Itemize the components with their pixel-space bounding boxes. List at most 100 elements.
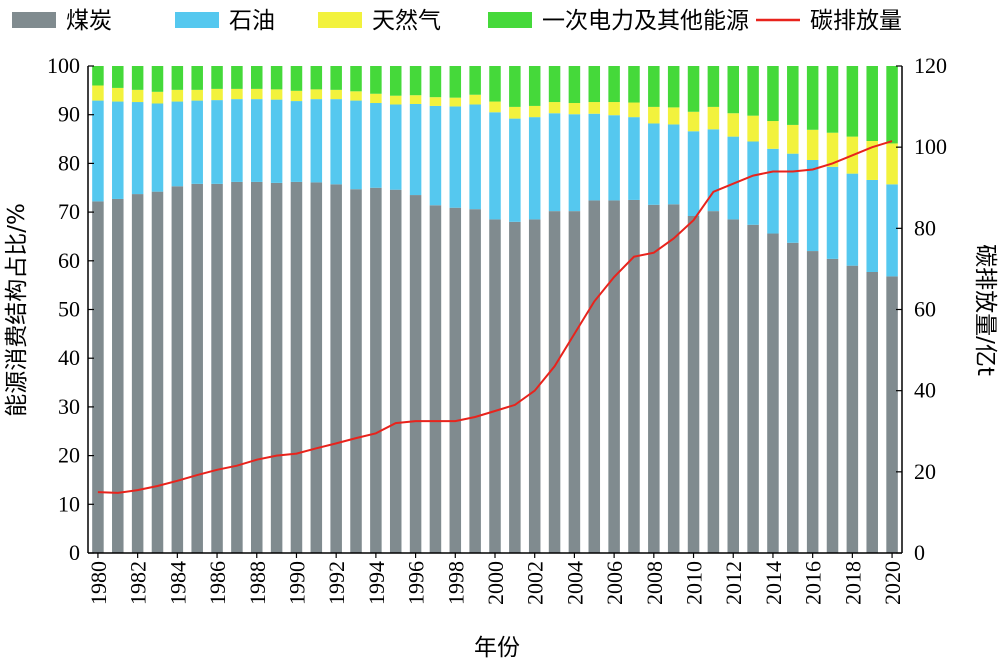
y-tick-label-left: 20 [58,443,80,468]
bar-0-2003 [548,211,561,553]
bar-2-2006 [608,102,620,116]
bar-1-1980 [92,100,104,202]
bar-0-1985 [191,183,203,553]
bar-0-1988 [250,181,263,553]
bar-1-2014 [767,148,779,234]
bar-1-2002 [528,117,541,220]
bar-2-1996 [409,95,422,104]
bar-0-1987 [231,181,243,553]
bar-2-1999 [469,94,481,105]
x-tick-label: 1994 [364,561,389,605]
x-tick-label: 2006 [602,561,627,605]
bar-1-1996 [409,103,422,196]
y-tick-label-left: 50 [58,297,80,322]
x-tick-label: 2008 [642,561,667,605]
bar-0-2016 [806,251,819,553]
bar-3-2012 [727,66,740,114]
bar-1-1992 [330,99,342,185]
legend-label-3: 一次电力及其他能源 [542,8,749,34]
bar-2-1997 [429,97,442,106]
bar-1-1989 [270,99,283,183]
bar-3-1984 [171,66,184,90]
bar-2-2004 [568,103,581,115]
bar-3-2005 [588,66,601,103]
bar-2-2001 [509,106,521,119]
bar-0-2019 [866,272,878,553]
legend-swatch-3 [488,12,532,28]
x-tick-label: 2020 [880,561,905,605]
bar-2-1992 [330,89,342,100]
bar-1-1985 [191,100,203,184]
bar-2-2007 [628,102,640,118]
y-tick-label-right: 20 [914,459,936,484]
bar-1-1998 [449,106,462,208]
x-tick-label: 1990 [284,561,309,605]
bar-1-2017 [826,166,839,259]
bar-2-1989 [270,89,283,100]
bar-0-2018 [846,265,859,553]
bar-2-1995 [389,95,402,105]
x-axis-title: 年份 [474,635,520,661]
y-tick-label-right: 100 [914,134,947,159]
bar-1-2001 [509,118,521,222]
y-tick-label-right: 40 [914,378,936,403]
bar-0-2001 [509,221,521,553]
bar-0-2005 [588,200,601,554]
bar-3-1996 [409,66,422,96]
bar-2-1984 [171,89,184,102]
bar-1-1982 [131,102,144,195]
bar-1-1984 [171,101,184,187]
x-tick-label: 2016 [801,561,826,605]
x-tick-label: 2018 [840,561,865,605]
x-tick-label: 2000 [483,561,508,605]
y-tick-label-right: 80 [914,215,936,240]
legend-swatch-2 [318,12,362,28]
legend-label-1: 石油 [229,8,275,34]
bar-1-2008 [648,123,660,205]
bar-1-2015 [787,153,799,243]
x-tick-label: 1982 [126,561,151,605]
bar-3-1997 [429,66,442,98]
bar-3-1990 [290,66,303,91]
bar-3-2014 [767,66,779,122]
line-layer [97,140,893,494]
bar-2-2019 [866,140,878,180]
bar-1-2018 [846,173,859,266]
legend-swatch-1 [175,12,219,28]
bar-3-2002 [528,66,541,106]
bar-0-2017 [826,258,839,553]
bar-2-1982 [131,89,144,103]
bar-3-1982 [131,66,144,90]
bar-0-2010 [687,215,700,553]
bar-0-1980 [92,201,104,554]
bar-3-2020 [886,66,898,144]
bar-0-1999 [469,209,481,554]
bar-2-2003 [548,102,561,114]
bar-0-1993 [350,189,362,553]
x-tick-label: 1986 [205,561,230,605]
bar-0-2009 [667,204,680,554]
bar-3-1983 [151,66,164,92]
bar-1-2013 [747,141,759,225]
y-tick-label-right: 60 [914,297,936,322]
bar-2-2014 [767,121,779,149]
bar-0-2000 [489,219,501,553]
y-axis-title-left: 能源消费结构占比/% [4,203,30,417]
bar-1-2000 [489,112,501,220]
bar-0-2008 [648,204,660,554]
bar-2-1987 [231,88,243,100]
bar-0-2007 [628,199,640,554]
bar-layer [92,66,898,554]
bar-2-1998 [449,97,462,107]
bar-3-1980 [92,66,104,86]
bar-1-1983 [151,103,164,192]
bar-2-2000 [489,101,501,113]
bar-1-1981 [112,101,124,199]
bar-2-1985 [191,89,203,101]
bar-2-2002 [528,105,541,118]
x-tick-label: 2002 [523,561,548,605]
bar-3-1998 [449,66,462,98]
x-tick-label: 1998 [443,561,468,605]
bar-3-2003 [548,66,561,103]
